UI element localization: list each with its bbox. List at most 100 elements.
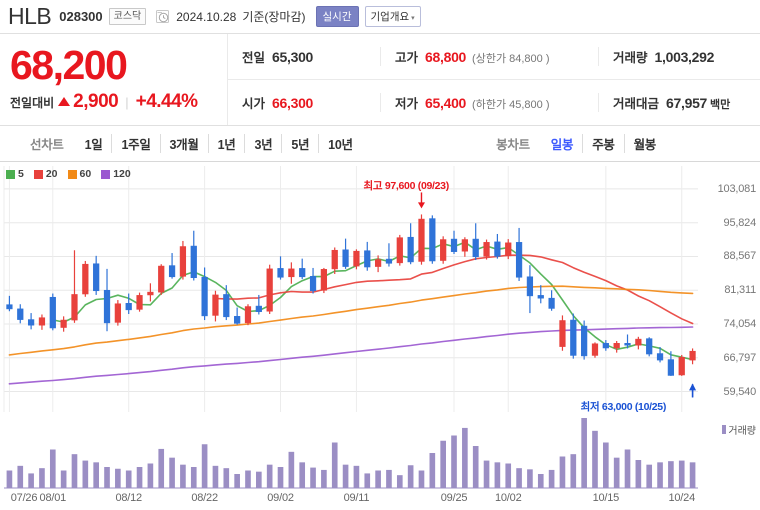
candle-32 [353,249,360,270]
stat-key: 시가 [242,97,266,111]
tab-period-0[interactable]: 1일 [84,138,103,152]
date-axis: 07/26 08/01 08/12 08/22 09/02 09/11 09/25 10/02… [0,488,760,510]
price-tick-4: 74,054 [723,317,757,330]
candle-11 [125,293,132,315]
volume-bar-51 [559,456,566,488]
line-chart-label: 선차트 [30,138,64,152]
volume-bar-29 [321,469,327,488]
tab-period-3[interactable]: 1년 [207,134,245,153]
stock-name: HLB [8,3,52,29]
candle-42 [461,237,468,257]
volume-bar-6 [71,454,78,488]
volume-bar-54 [592,430,598,488]
low-annotation: 최저 63,000 (10/25) [580,401,667,414]
tab-period-2[interactable]: 3개월 [159,134,208,153]
volume-bar-10 [115,468,121,488]
candle-28 [309,267,317,294]
candle-24 [266,264,273,315]
candle-41 [450,230,458,254]
candle-chart-label: 봉차트 [496,138,530,152]
date-tick-7: 10/02 [494,492,522,504]
delta-separator: | [125,95,129,110]
tab-period-4[interactable]: 3년 [244,134,281,153]
price-tick-0: 103,081 [717,182,757,195]
ma-line-120 [8,326,694,385]
company-overview-label: 기업개요 [370,11,410,23]
volume-bar-56 [613,457,620,488]
tab-period-6[interactable]: 10년 [318,134,362,153]
volume-bar-55 [603,442,609,488]
candle-34 [374,255,382,273]
tab-candle-2[interactable]: 월봉 [623,134,665,153]
company-overview-button[interactable]: 기업개요 ▾ [364,6,421,27]
quote-date: 2024.10.28 [176,9,237,24]
volume-bar-18 [201,444,208,488]
volume-bar-17 [190,467,197,488]
volume-bar-61 [668,461,674,488]
tab-period-1[interactable]: 1주일 [111,134,159,153]
stat-key: 저가 [395,97,419,111]
volume-bar-38 [418,470,425,488]
volume-bar-24 [266,464,273,488]
candle-5 [60,316,67,332]
stat-sub: (상한가 84,800 ) [472,53,550,65]
candle-57 [624,334,631,349]
date-tick-3: 08/22 [191,492,218,504]
ma-legend-item-5: 5 [6,168,24,180]
volume-legend-label: 거래량 [728,426,756,437]
stat-value: 65,400 [425,95,467,111]
live-badge[interactable]: 실시간 [315,6,359,27]
volume-bar-30 [331,442,338,488]
candle-9 [103,268,111,332]
volume-bar-26 [288,451,295,488]
candle-58 [635,336,642,350]
volume-bar-4 [49,449,56,488]
tab-candle-0[interactable]: 일봉 [550,138,574,152]
tab-candle-1[interactable]: 주봉 [582,134,623,153]
candle-54 [591,342,599,358]
date-tick-4: 09/02 [267,492,294,504]
volume-bar-25 [277,467,284,488]
volume-bar-57 [624,449,631,488]
candle-52 [570,313,577,359]
triangle-up-icon [58,97,71,106]
ma-swatch-icon [67,169,77,179]
candle-27 [299,258,306,280]
volume-bar-46 [505,463,512,488]
stat-sub: (하한가 45,800 ) [472,99,550,111]
candle-44 [483,239,490,260]
candle-55 [602,340,609,351]
volume-bar-52 [570,454,577,488]
clock-icon [156,10,170,23]
volume-bar-42 [462,427,468,488]
stat-low: 저가 65,400 (하한가 45,800 ) [380,93,598,112]
stat-value: 65,300 [272,49,314,65]
candle-62 [678,354,685,376]
ma-legend: 5 20 60 120 [6,168,131,180]
price-stats-row: 전일 65,300 고가 68,800 (상한가 84,800 ) 거래량 1,… [228,34,760,80]
stat-open: 시가 66,300 [228,93,380,112]
stat-value: 67,957 [666,95,708,111]
current-price: 68,200 [10,42,128,88]
candlestick-plot[interactable] [0,162,760,510]
stat-unit: 백만 [710,99,731,111]
tab-period-5[interactable]: 5년 [281,134,318,153]
candle-53 [581,320,588,360]
price-tick-5: 66,797 [723,351,757,364]
candle-23 [255,294,262,315]
candle-20 [223,285,230,321]
ma-line-60 [8,285,694,356]
ma-legend-item-20: 20 [33,168,58,180]
delta-percent: +4.44% [135,91,198,112]
volume-bar-48 [527,469,533,488]
candle-47 [515,227,523,281]
volume-bar-37 [407,465,414,488]
chart-area[interactable]: 5 20 60 120 거래량 103,081 95,824 88,567 81,311 74… [0,162,760,510]
volume-bar-50 [548,469,555,488]
date-tick-1: 08/01 [39,492,67,504]
volume-bar-0 [6,470,13,488]
candle-39 [429,215,436,264]
candle-19 [212,290,219,322]
volume-bar-40 [440,440,446,488]
price-stats-row: 시가 66,300 저가 65,400 (하한가 45,800 ) 거래대금 6… [228,80,760,125]
